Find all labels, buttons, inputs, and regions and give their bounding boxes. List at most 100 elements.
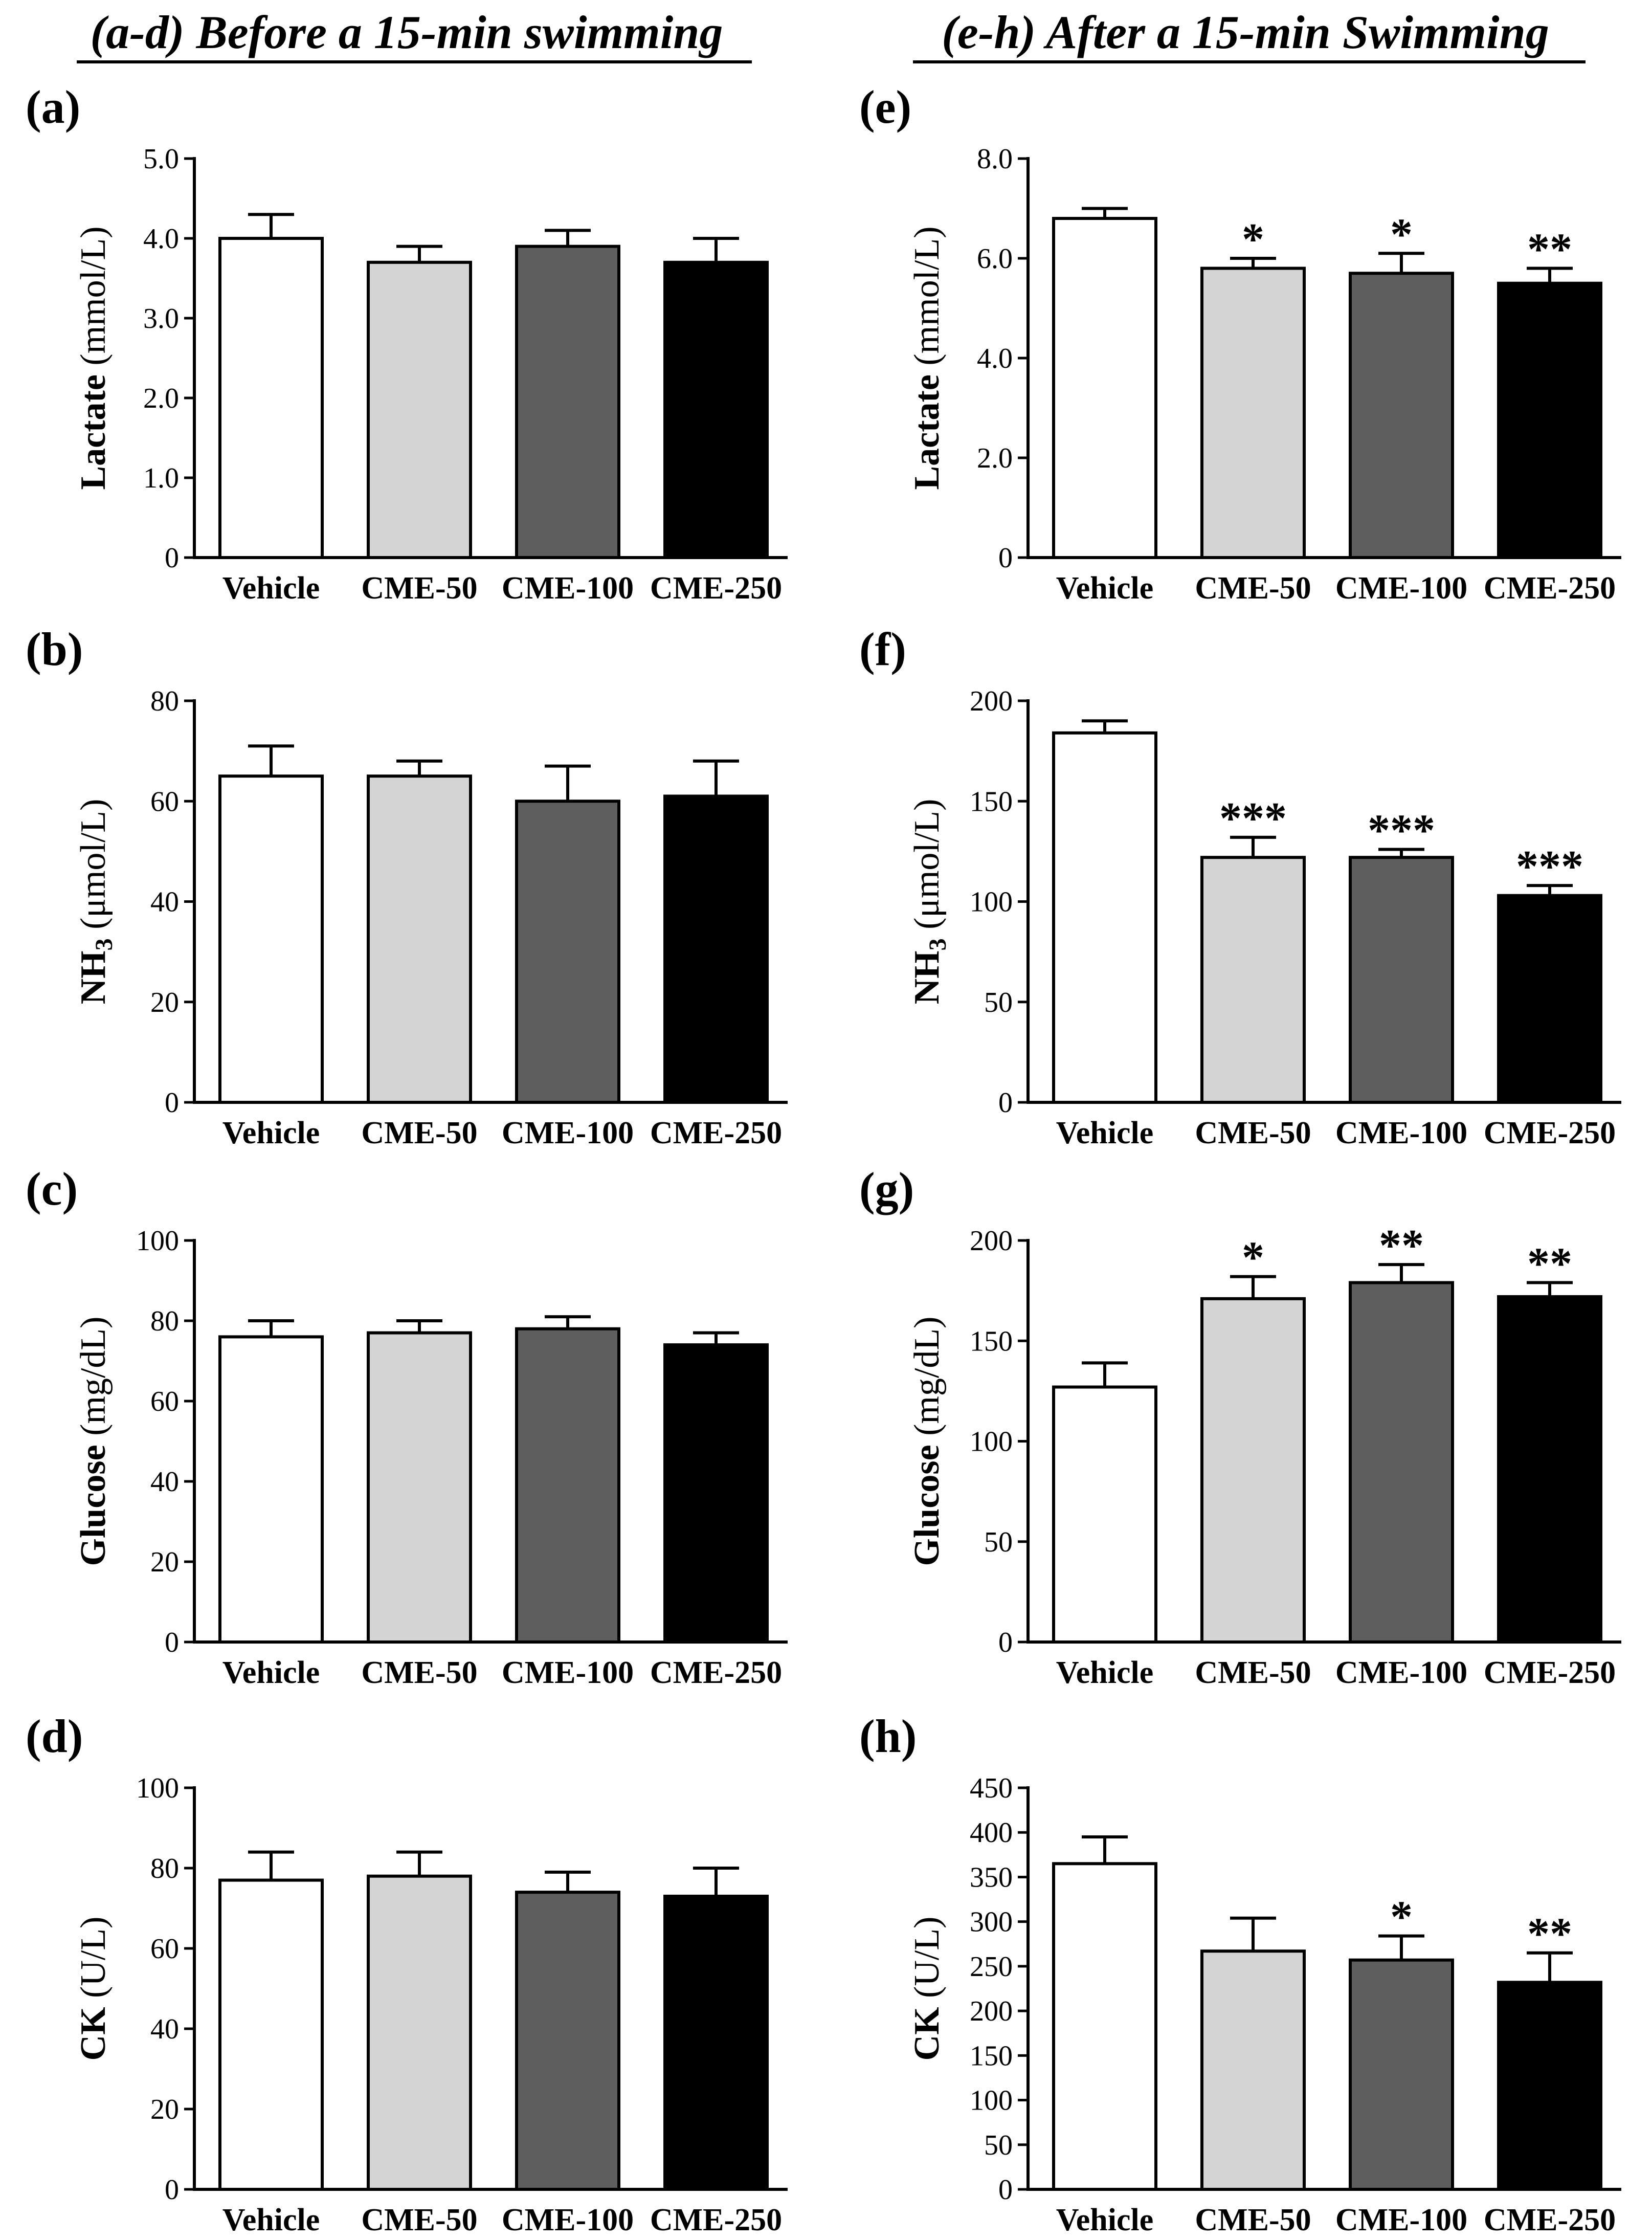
column-header-before-underline xyxy=(77,60,752,63)
panel-letter: (d) xyxy=(26,1710,83,1762)
bar-cme-100 xyxy=(1349,856,1454,1104)
column-header-before: (a-d) Before a 15-min swimming xyxy=(90,6,723,58)
bar-cme-250 xyxy=(663,260,769,559)
y-tick-label: 50 xyxy=(984,987,1013,1018)
y-tick-label: 4.0 xyxy=(977,343,1013,374)
bar-cme-50 xyxy=(1200,1297,1306,1644)
y-tick-label: 0 xyxy=(998,1627,1013,1658)
significance-marker: ** xyxy=(1527,225,1572,275)
y-tick-label: 60 xyxy=(150,786,179,817)
y-tick-label: 0 xyxy=(165,1087,179,1119)
significance-marker: *** xyxy=(1219,794,1287,844)
y-tick-label: 100 xyxy=(970,2085,1013,2117)
y-tick-label: 2.0 xyxy=(977,442,1013,474)
column-header-after: (e-h) After a 15-min Swimming xyxy=(942,6,1549,58)
y-tick-label: 60 xyxy=(150,1386,179,1417)
significance-marker: * xyxy=(1242,215,1264,264)
x-category-label: CME-100 xyxy=(1335,1116,1467,1150)
bar-cme-50 xyxy=(367,260,472,559)
y-axis-label-unit: (U/L) xyxy=(907,1917,947,2007)
significance-marker: ** xyxy=(1527,1910,1572,1959)
bar-vehicle xyxy=(1052,1385,1157,1644)
y-tick-label: 20 xyxy=(150,987,179,1018)
y-axis-label-unit: (U/L) xyxy=(74,1917,113,2007)
bar-cme-100 xyxy=(515,1891,620,2191)
bar-vehicle xyxy=(218,774,324,1104)
bar-cme-50 xyxy=(367,1874,472,2191)
y-axis-label-main: Glucose xyxy=(74,1445,113,1566)
y-tick-label: 150 xyxy=(970,2040,1013,2072)
y-axis-label-main: NH xyxy=(74,950,113,1004)
x-category-label: Vehicle xyxy=(222,571,320,606)
y-tick-label: 150 xyxy=(970,1325,1013,1357)
panel-letter: (c) xyxy=(26,1163,78,1215)
y-axis-label: Lactate (mmol/L) xyxy=(74,226,113,490)
bar-vehicle xyxy=(1052,217,1157,559)
x-category-label: CME-50 xyxy=(361,1116,477,1150)
x-category-label: CME-100 xyxy=(1335,571,1467,606)
y-tick-label: 20 xyxy=(150,1546,179,1578)
x-category-label: CME-250 xyxy=(1484,2203,1616,2237)
x-category-label: Vehicle xyxy=(1056,1655,1154,1690)
x-category-label: CME-50 xyxy=(1195,571,1311,606)
y-tick-label: 0 xyxy=(165,2174,179,2206)
bar-cme-50 xyxy=(1200,1949,1306,2191)
y-tick-label: 5.0 xyxy=(143,143,179,175)
bar-cme-100 xyxy=(1349,272,1454,559)
x-category-label: CME-250 xyxy=(1484,571,1616,606)
y-axis-label-unit: (mmol/L) xyxy=(907,226,947,374)
chart-panel-g: (g) 0 50 100 150 200 Glucose (mg/dL) Vehicle CME… xyxy=(859,1163,1621,1690)
panel-letter: (e) xyxy=(859,81,911,133)
x-category-label: Vehicle xyxy=(1056,2203,1154,2237)
chart-panel-d: (d) 0 20 40 60 80 100 CK (U/L) Vehicle CME-50 CME-… xyxy=(26,1710,788,2237)
y-tick-label: 100 xyxy=(136,1772,179,1804)
y-axis-label-unit: (mg/dL) xyxy=(74,1317,113,1445)
y-axis-label-main: NH xyxy=(907,950,947,1004)
bar-cme-100 xyxy=(515,1327,620,1644)
y-tick-label: 0 xyxy=(998,542,1013,574)
y-tick-label: 0 xyxy=(165,542,179,574)
bar-cme-100 xyxy=(515,245,620,560)
panel-letter: (a) xyxy=(26,81,80,133)
x-category-label: CME-100 xyxy=(502,1655,634,1690)
bar-cme-100 xyxy=(515,800,620,1104)
x-category-label: Vehicle xyxy=(1056,1116,1154,1150)
y-tick-label: 20 xyxy=(150,2094,179,2125)
y-tick-label: 250 xyxy=(970,1951,1013,1983)
y-tick-label: 8.0 xyxy=(977,143,1013,175)
significance-marker: *** xyxy=(1368,806,1435,855)
y-tick-label: 0 xyxy=(165,1627,179,1658)
significance-marker: ** xyxy=(1379,1221,1424,1271)
significance-marker: *** xyxy=(1516,842,1583,892)
x-category-label: CME-100 xyxy=(1335,2203,1467,2237)
y-axis-label-subscript: 3 xyxy=(924,938,951,950)
bar-cme-50 xyxy=(367,1331,472,1644)
bar-vehicle xyxy=(218,1878,324,2191)
y-tick-label: 80 xyxy=(150,685,179,717)
panel-letter: (h) xyxy=(859,1710,917,1762)
chart-panel-b: (b) 0 20 40 60 80 NH3 (μmol/L) Vehicle CME-50 CME… xyxy=(26,623,788,1150)
y-axis-label: NH3 (μmol/L) xyxy=(74,799,118,1005)
chart-panel-a: (a) 0 1.0 2.0 3.0 4.0 5.0 Lactate (mmol/L) Vehic… xyxy=(26,81,788,606)
y-tick-label: 1.0 xyxy=(143,462,179,494)
y-tick-label: 60 xyxy=(150,1933,179,1965)
bar-vehicle xyxy=(1052,1862,1157,2191)
y-tick-label: 40 xyxy=(150,886,179,918)
y-tick-label: 150 xyxy=(970,786,1013,817)
bar-cme-250 xyxy=(1497,1295,1602,1644)
x-category-label: Vehicle xyxy=(222,2203,320,2237)
y-tick-label: 350 xyxy=(970,1861,1013,1893)
chart-panel-c: (c) 0 20 40 60 80 100 Glucose (mg/dL) Vehicle CME… xyxy=(26,1163,788,1690)
x-category-label: CME-250 xyxy=(1484,1116,1616,1150)
y-tick-label: 400 xyxy=(970,1817,1013,1849)
y-axis-label-unit: (mg/dL) xyxy=(907,1317,947,1445)
y-tick-label: 200 xyxy=(970,685,1013,717)
y-axis-label: CK (U/L) xyxy=(74,1917,113,2061)
y-tick-label: 200 xyxy=(970,1225,1013,1257)
bar-cme-50 xyxy=(1200,856,1306,1104)
x-category-label: CME-250 xyxy=(1484,1655,1616,1690)
bar-vehicle xyxy=(218,237,324,559)
y-axis-label-unit: (μmol/L) xyxy=(907,799,947,939)
bar-vehicle xyxy=(218,1335,324,1644)
significance-marker: * xyxy=(1242,1233,1264,1283)
